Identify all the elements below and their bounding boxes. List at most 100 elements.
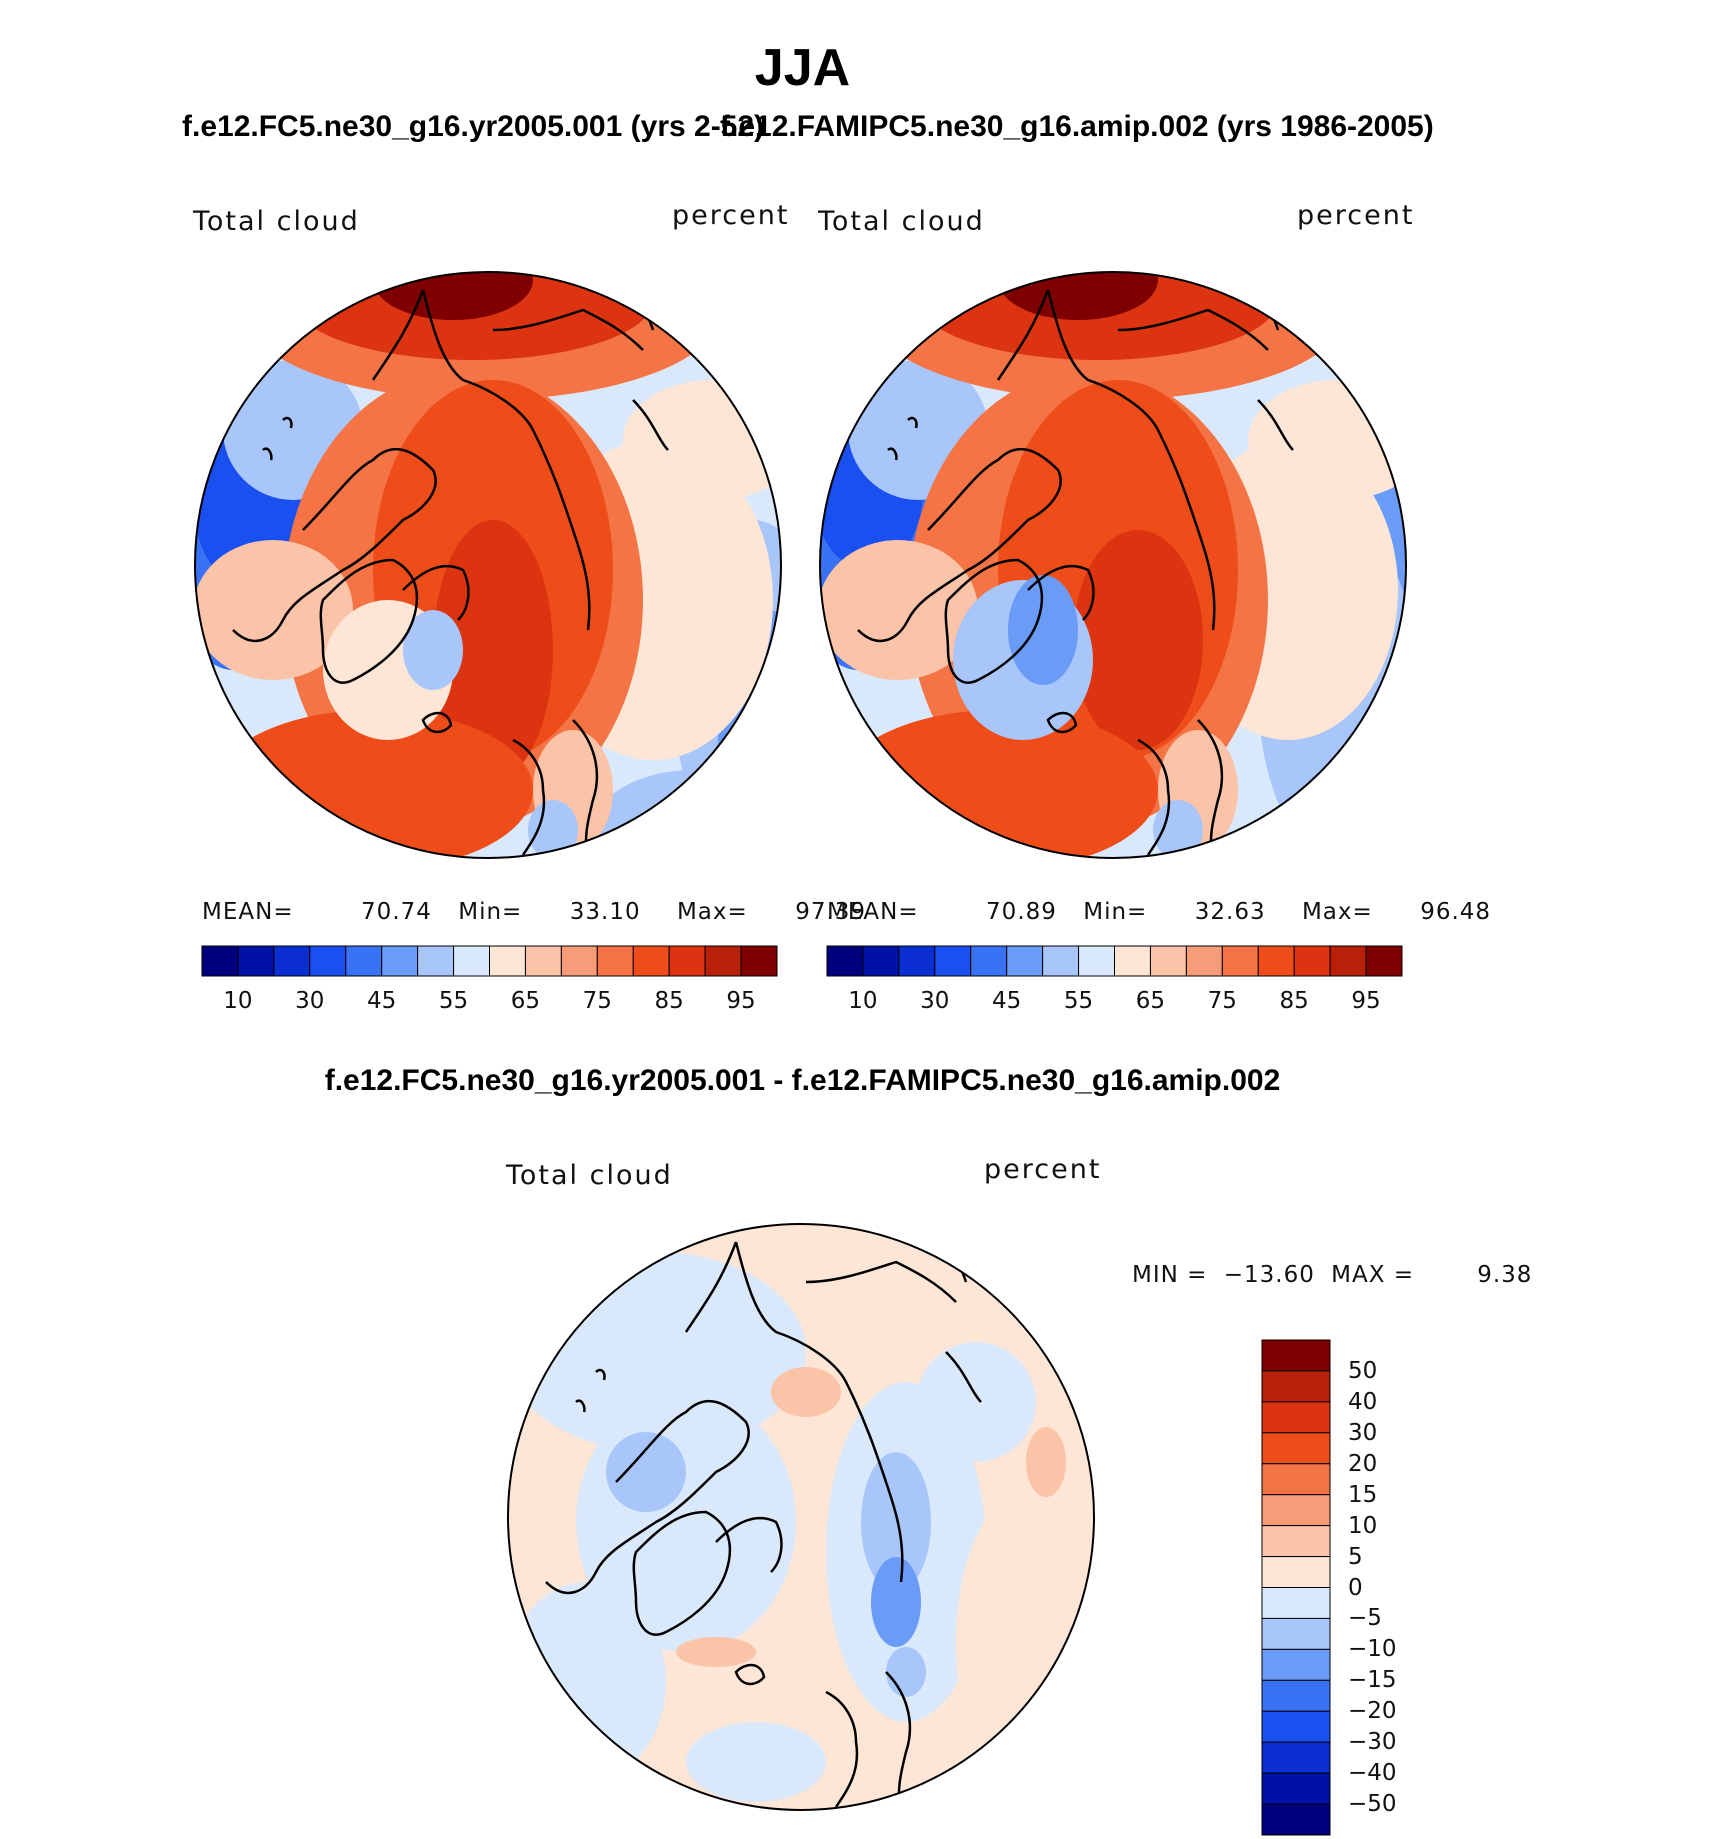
diff-colorbar-swatches bbox=[1261, 1339, 1331, 1836]
diff-colorbar-tick-label: 0 bbox=[1348, 1574, 1363, 1601]
diff-colorbar-swatch bbox=[1261, 1339, 1331, 1372]
diff-colorbar-swatch bbox=[1261, 1587, 1331, 1619]
panel-1-variable-label: Total cloud bbox=[193, 206, 360, 237]
panel-1-colorbar-swatch bbox=[596, 945, 634, 977]
panel-1-colorbar-swatch bbox=[201, 945, 239, 977]
panel-2-colorbar-tick-label: 55 bbox=[1063, 988, 1094, 1014]
panel-2-colorbar-tick-label: 10 bbox=[848, 988, 878, 1014]
diff-min-max: MIN = −13.60 MAX = 9.38 bbox=[1132, 1262, 1532, 1288]
diff-units-label: percent bbox=[984, 1154, 1102, 1185]
diff-colorbar-swatch bbox=[1261, 1617, 1331, 1650]
panel-2-colorbar bbox=[826, 945, 1403, 977]
panel-1-colorbar-swatches bbox=[201, 945, 778, 977]
diff-colorbar-tick-label: 30 bbox=[1348, 1419, 1378, 1446]
panel-2-colorbar-swatch bbox=[1042, 945, 1080, 977]
panel-2-colorbar-tick-label: 85 bbox=[1279, 988, 1309, 1014]
diff-colorbar-swatch bbox=[1261, 1803, 1331, 1836]
panel-2-units-label: percent bbox=[1297, 200, 1415, 231]
panel-2-variable-label: Total cloud bbox=[818, 206, 985, 237]
panel-1-colorbar-tick-label: 45 bbox=[367, 988, 397, 1014]
panel-1-colorbar-swatch bbox=[560, 945, 598, 977]
panel-2-colorbar-tick-label: 95 bbox=[1351, 988, 1381, 1014]
panel-1-colorbar-ticks: 10 30 45 55 65 75 85 95 bbox=[202, 988, 777, 1018]
panel-1-polar-map bbox=[194, 271, 782, 859]
panel-1-min-label: Min= bbox=[458, 899, 523, 925]
season-title: JJA bbox=[754, 39, 851, 97]
diff-colorbar-tick-label: −10 bbox=[1348, 1636, 1397, 1663]
diff-colorbar-tick-label: −40 bbox=[1348, 1760, 1397, 1787]
panel-1-colorbar-swatch bbox=[309, 945, 347, 977]
panel-2-colorbar-swatch bbox=[970, 945, 1008, 977]
panel-2-max-label: Max= bbox=[1301, 899, 1373, 925]
panel-2-max-value: 96.48 bbox=[1420, 899, 1492, 925]
panel-2-colorbar-tick-label: 65 bbox=[1135, 988, 1166, 1014]
panel-1-mean-value: 70.74 bbox=[361, 899, 432, 925]
diff-min-label: MIN = bbox=[1132, 1262, 1208, 1288]
panel-1-colorbar-swatch bbox=[740, 945, 778, 977]
panel-1-title: f.e12.FC5.ne30_g16.yr2005.001 (yrs 2-52) bbox=[182, 110, 765, 143]
panel-1-colorbar-swatch bbox=[668, 945, 706, 977]
panel-2-colorbar-swatch bbox=[1006, 945, 1044, 977]
panel-2-colorbar-swatch bbox=[826, 945, 864, 977]
panel-2-colorbar-swatch bbox=[1078, 945, 1115, 977]
panel-2-colorbar-swatch bbox=[1329, 945, 1367, 977]
panel-1-colorbar-swatch bbox=[345, 945, 383, 977]
diff-colorbar-tick-label: 20 bbox=[1348, 1450, 1378, 1477]
panel-2-colorbar-swatch bbox=[1221, 945, 1259, 977]
panel-1-colorbar-swatch bbox=[381, 945, 419, 977]
panel-2-colorbar-swatch bbox=[898, 945, 936, 977]
panel-1-units-label: percent bbox=[672, 200, 790, 231]
diff-variable-label: Total cloud bbox=[506, 1160, 673, 1191]
panel-2-colorbar-swatch bbox=[1293, 945, 1331, 977]
panel-1-colorbar-tick-label: 55 bbox=[438, 988, 469, 1014]
diff-colorbar-tick-label: −30 bbox=[1348, 1729, 1397, 1756]
diff-colorbar-tick-label: 40 bbox=[1348, 1388, 1378, 1415]
panel-1-max-label: Max= bbox=[676, 899, 748, 925]
panel-2-colorbar-ticks: 10 30 45 55 65 75 85 95 bbox=[827, 988, 1402, 1018]
diff-colorbar-tick-label: −5 bbox=[1348, 1605, 1382, 1632]
panel-2-mean-value: 70.89 bbox=[986, 899, 1057, 925]
diff-colorbar bbox=[1261, 1339, 1331, 1836]
panel-2-colorbar-swatch bbox=[862, 945, 900, 977]
panel-1-colorbar-tick-label: 95 bbox=[726, 988, 756, 1014]
diff-colorbar-tick-label: 50 bbox=[1348, 1357, 1378, 1384]
diff-min-value: −13.60 bbox=[1223, 1262, 1315, 1288]
panel-1-colorbar-tick-label: 85 bbox=[654, 988, 684, 1014]
panel-1-colorbar-swatch bbox=[524, 945, 562, 977]
diff-colorbar-swatch bbox=[1261, 1463, 1331, 1496]
panel-2-colorbar-swatch bbox=[1114, 945, 1151, 977]
panel-1-colorbar-swatch bbox=[489, 945, 526, 977]
panel-2-colorbar-tick-label: 45 bbox=[992, 988, 1022, 1014]
diff-polar-map bbox=[507, 1223, 1095, 1811]
diff-colorbar-tick-label: 15 bbox=[1348, 1481, 1378, 1508]
diff-max-label: MAX = bbox=[1331, 1262, 1415, 1288]
panel-1-colorbar-swatch bbox=[704, 945, 742, 977]
diff-colorbar-swatch bbox=[1261, 1432, 1331, 1465]
panel-2-colorbar-swatch bbox=[1257, 945, 1295, 977]
diff-title: f.e12.FC5.ne30_g16.yr2005.001 - f.e12.FA… bbox=[324, 1064, 1281, 1097]
panel-2-colorbar-tick-label: 75 bbox=[1207, 988, 1237, 1014]
diff-colorbar-swatch bbox=[1261, 1494, 1331, 1527]
panel-2-colorbar-swatches bbox=[826, 945, 1403, 977]
panel-2-stats: MEAN= 70.89 Min= 32.63 Max= 96.48 bbox=[827, 899, 1491, 925]
diff-colorbar-swatch bbox=[1261, 1648, 1331, 1681]
panel-1-colorbar-tick-label: 65 bbox=[510, 988, 541, 1014]
panel-1-max-value: 97.39 bbox=[795, 899, 867, 925]
diff-colorbar-tick-label: −20 bbox=[1348, 1698, 1397, 1725]
panel-2-polar-map bbox=[819, 271, 1407, 859]
panel-2-min-value: 32.63 bbox=[1194, 899, 1266, 925]
panel-2-colorbar-tick-label: 30 bbox=[920, 988, 950, 1014]
diff-colorbar-swatch bbox=[1261, 1370, 1331, 1403]
panel-2-colorbar-swatch bbox=[934, 945, 972, 977]
diff-colorbar-tick-label: 5 bbox=[1348, 1543, 1363, 1570]
diff-colorbar-swatch bbox=[1261, 1710, 1331, 1743]
diff-colorbar-ticks: 50 40 30 20 15 10 5 0 −5 −10 −15 −20 −30 −40 −50 bbox=[1348, 1340, 1448, 1835]
panel-2-colorbar-swatch bbox=[1185, 945, 1223, 977]
diff-colorbar-swatch bbox=[1261, 1679, 1331, 1712]
panel-1-colorbar-tick-label: 30 bbox=[295, 988, 325, 1014]
diff-colorbar-swatch bbox=[1261, 1556, 1331, 1588]
panel-1-colorbar-swatch bbox=[453, 945, 490, 977]
diff-colorbar-tick-label: −15 bbox=[1348, 1667, 1397, 1694]
panel-1-mean-label: MEAN= bbox=[202, 899, 294, 925]
panel-2-colorbar-swatch bbox=[1149, 945, 1187, 977]
